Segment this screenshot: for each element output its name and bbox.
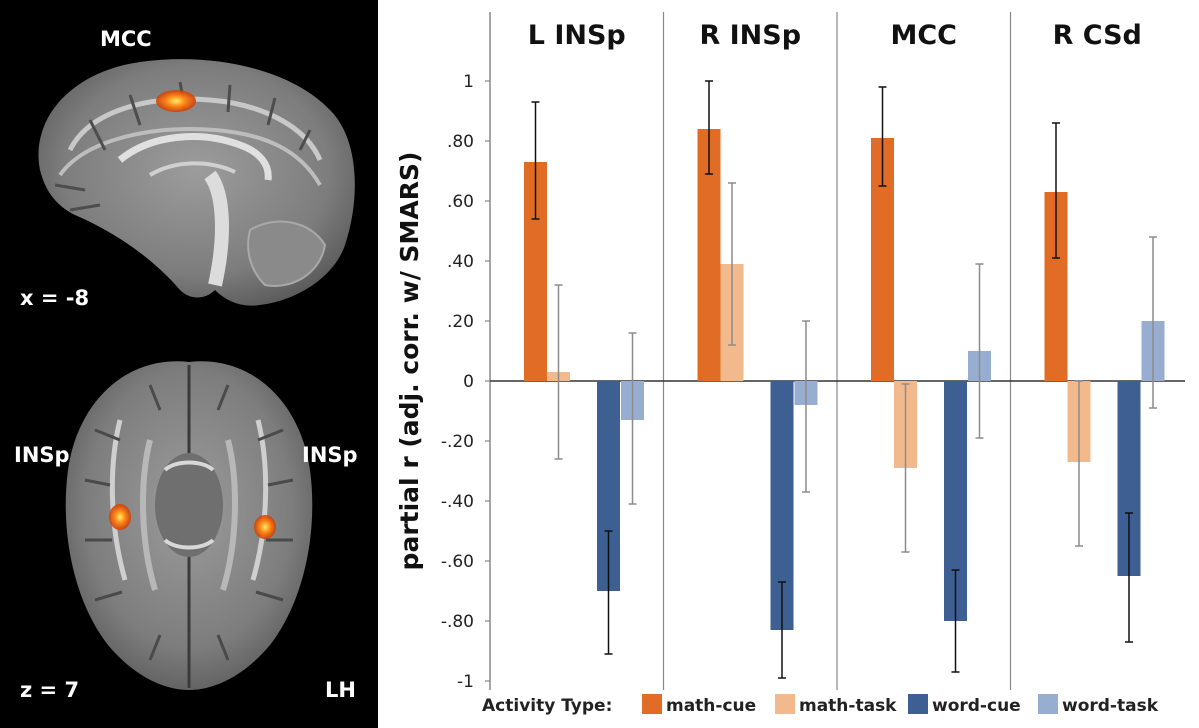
panel-title: L INSp	[528, 20, 626, 51]
error-bars	[531, 80, 1157, 679]
bar	[944, 381, 967, 621]
y-tick-label: -.60	[441, 552, 474, 572]
bar	[871, 138, 894, 381]
y-tick-label: 1	[463, 72, 474, 92]
y-tick-label: -.80	[441, 612, 474, 632]
left-insp-label: INSp	[14, 443, 70, 467]
legend-entry: math-task	[799, 696, 897, 716]
brain-illustration	[38, 59, 355, 690]
chart-labels: 1 .80 .60 .40 .20 0 -.20 -.40 -.60 -.80 -1 partial …	[395, 20, 1142, 692]
axial-slice	[65, 361, 313, 690]
right-insp-label: INSp	[302, 443, 358, 467]
bars	[524, 129, 1165, 630]
bar	[697, 129, 721, 381]
sagittal-slice	[38, 59, 355, 306]
right-insp-activation-blob	[254, 515, 276, 539]
mcc-activation-blob	[156, 90, 196, 112]
legend-swatch	[775, 694, 795, 714]
y-tick-label: -.20	[441, 432, 474, 452]
y-tick-label: .80	[447, 132, 474, 152]
panel-title: R INSp	[699, 20, 801, 51]
chart-structure	[485, 12, 1185, 690]
legend: Activity Type: math-cue math-task word-cue w…	[482, 694, 1159, 716]
sagittal-coordinate-label: x = -8	[20, 286, 90, 310]
panel-title: MCC	[891, 20, 958, 51]
legend-entry: math-cue	[666, 696, 756, 716]
panel-title: R CSd	[1053, 20, 1142, 51]
hemisphere-label: LH	[325, 678, 356, 702]
bar	[524, 162, 547, 381]
y-tick-label: .60	[447, 192, 474, 212]
brain-image-panel: MCC x = -8 INSp INSp z = 7 LH	[0, 0, 378, 728]
y-tick-label: .20	[447, 312, 474, 332]
axial-coordinate-label: z = 7	[20, 678, 80, 702]
bar	[1117, 381, 1141, 576]
y-tick-label: -.40	[441, 492, 474, 512]
legend-entry: word-cue	[932, 696, 1021, 716]
bar	[1044, 192, 1068, 381]
y-tick-label: 0	[463, 372, 474, 392]
legend-swatch	[642, 694, 662, 714]
y-tick-label: -1	[457, 672, 474, 692]
legend-swatch	[1038, 694, 1058, 714]
bar	[770, 381, 794, 630]
left-insp-activation-blob	[109, 504, 131, 530]
legend-swatch	[908, 694, 928, 714]
bar-chart: 1 .80 .60 .40 .20 0 -.20 -.40 -.60 -.80 -1 partial …	[395, 12, 1185, 716]
legend-title: Activity Type:	[482, 696, 612, 716]
mcc-region-label: MCC	[100, 27, 152, 51]
legend-entry: word-task	[1062, 696, 1159, 716]
y-tick-label: .40	[447, 252, 474, 272]
bar	[597, 381, 620, 591]
y-axis-label: partial r (adj. corr. w/ SMARS)	[395, 152, 424, 571]
